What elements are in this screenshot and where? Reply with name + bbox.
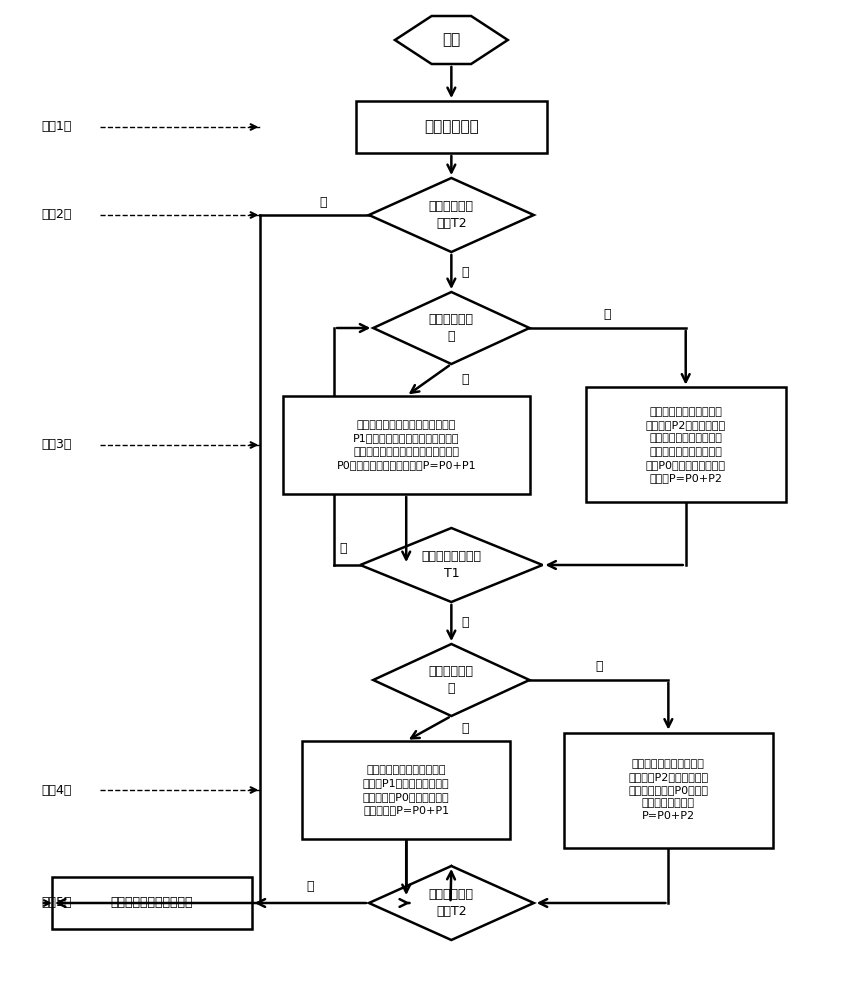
Text: 否: 否 — [604, 308, 611, 320]
Text: 是否是白天制
热: 是否是白天制 热 — [429, 313, 474, 343]
Text: 步骤4）: 步骤4） — [42, 784, 72, 796]
Text: 步骤2）: 步骤2） — [42, 209, 72, 222]
Bar — [356, 101, 547, 153]
Bar — [52, 877, 252, 929]
Polygon shape — [369, 866, 534, 940]
Polygon shape — [373, 644, 529, 716]
Text: 是: 是 — [462, 722, 469, 735]
Text: 依据环境温度得出对应的辐
射变量P1，根据排气温度得
出对应开度P0，调节电子膨
胀阀开度为P=P0+P1: 依据环境温度得出对应的辐 射变量P1，根据排气温度得 出对应开度P0，调节电子膨… — [363, 765, 450, 815]
Text: 步骤5）: 步骤5） — [42, 896, 72, 910]
Text: 判断加热模式: 判断加热模式 — [424, 119, 479, 134]
Text: 否: 否 — [319, 196, 327, 210]
Text: 水箱温度是否
达到T2: 水箱温度是否 达到T2 — [429, 888, 474, 918]
Bar — [586, 387, 786, 502]
Bar — [564, 732, 773, 848]
Text: 步骤3）: 步骤3） — [42, 438, 72, 452]
Text: 步骤1）: 步骤1） — [42, 120, 72, 133]
Text: 是否是白天制
热: 是否是白天制 热 — [429, 665, 474, 695]
Text: 是: 是 — [462, 373, 469, 386]
Text: 依据环境温度得出对应的
辐射变量P2，根据吸气温
度计算出吸气过热度，并
根据吸气过热度得出对应
开度P0，调节电子膨胀阀
开度为P=P0+P2: 依据环境温度得出对应的 辐射变量P2，根据吸气温 度计算出吸气过热度，并 根据吸… — [646, 407, 726, 483]
Text: 电加热制热达到设定温度: 电加热制热达到设定温度 — [110, 896, 194, 910]
Text: 是: 是 — [306, 880, 314, 894]
Text: 水箱温度是否达到
T1: 水箱温度是否达到 T1 — [421, 550, 482, 580]
Text: 否: 否 — [595, 660, 602, 672]
Text: 依据环境温度得出对应的
辐射变量P2，根据排气温
度得出对应开度P0，调节
电子膨胀阀开度为
P=P0+P2: 依据环境温度得出对应的 辐射变量P2，根据排气温 度得出对应开度P0，调节 电子… — [628, 759, 708, 821]
Text: 开始: 开始 — [442, 32, 461, 47]
Text: 水箱温度是否
小于T2: 水箱温度是否 小于T2 — [429, 200, 474, 230]
Text: 是: 是 — [462, 616, 469, 630]
Text: 否: 否 — [339, 542, 346, 556]
Bar — [302, 741, 510, 839]
Bar — [283, 396, 529, 494]
Text: 依据环境温度得出对应的辐射变量
P1，根据吸气温度计算出吸气过热
度，并根据吸气过热度得出对应开度
P0，调节电子膨胀阀开度为P=P0+P1: 依据环境温度得出对应的辐射变量 P1，根据吸气温度计算出吸气过热 度，并根据吸气… — [337, 420, 476, 470]
Polygon shape — [395, 16, 508, 64]
Polygon shape — [360, 528, 542, 602]
Polygon shape — [369, 178, 534, 252]
Polygon shape — [373, 292, 529, 364]
Text: 是: 是 — [462, 265, 469, 278]
